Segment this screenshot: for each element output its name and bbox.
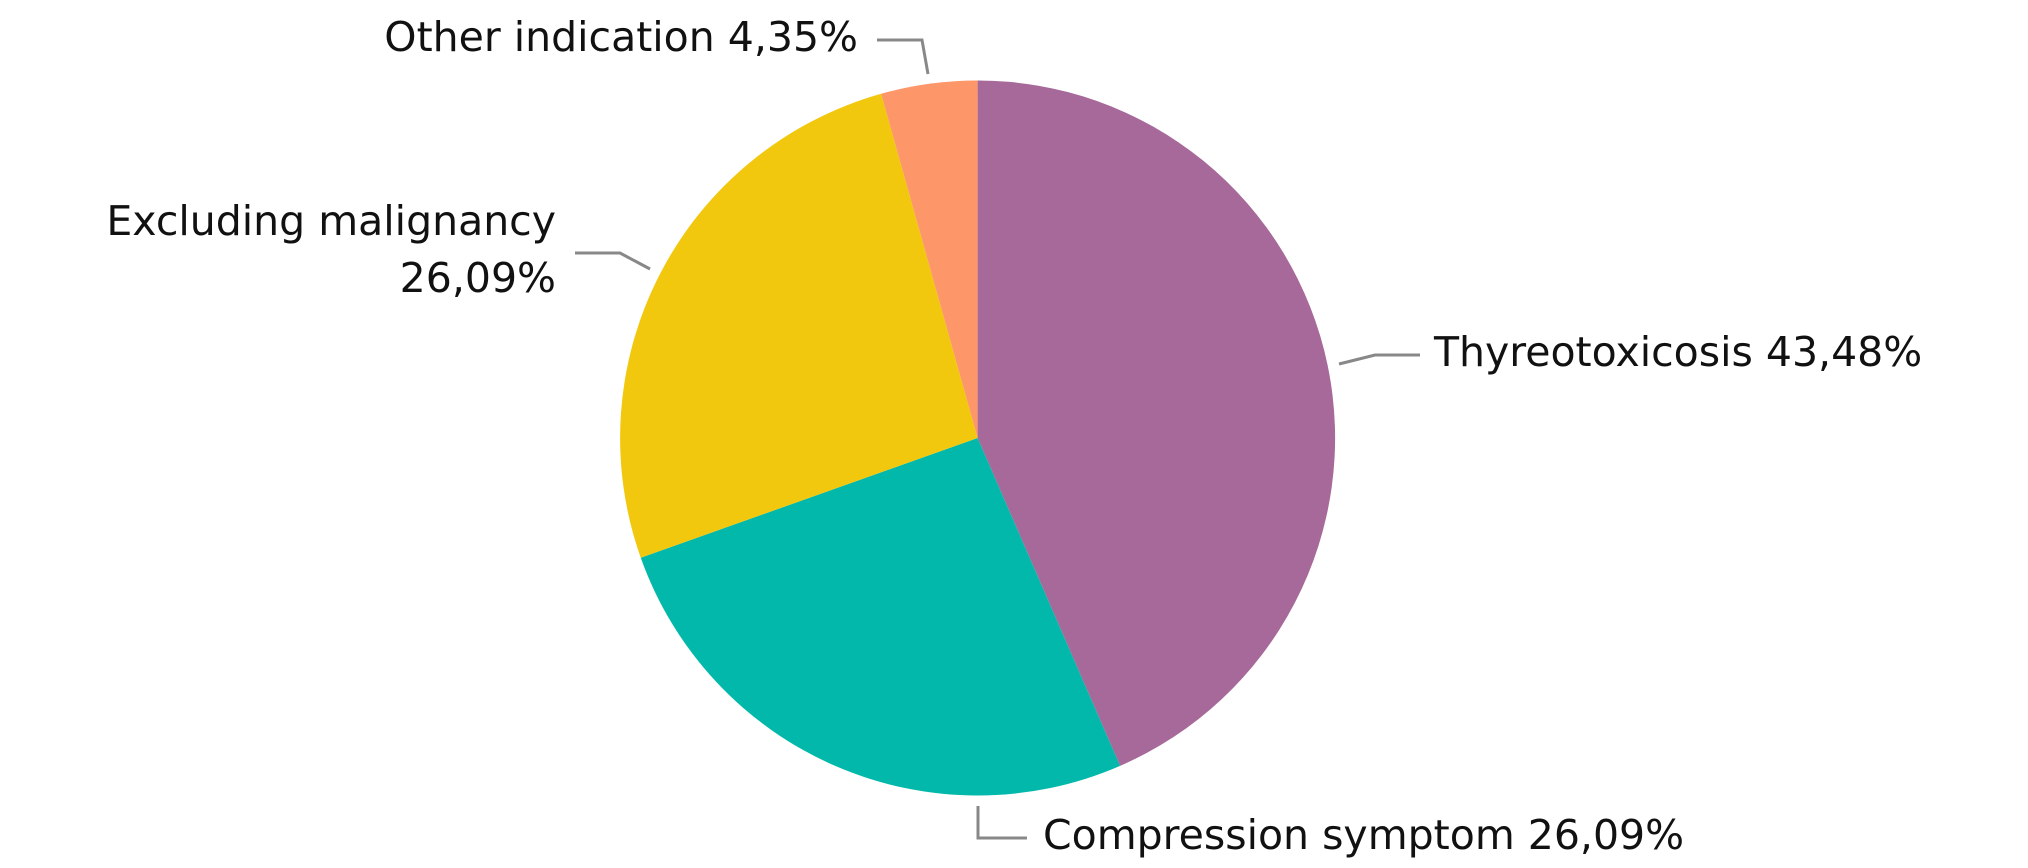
slice-label: Other indication	[384, 13, 714, 61]
slice-label-group: Thyreotoxicosis 43,48%	[1433, 328, 1922, 376]
leader-line	[1338, 353, 1420, 366]
pie-slice	[977, 80, 1336, 766]
pie-slice	[881, 80, 978, 438]
slice-label: Compression symptom	[1043, 811, 1515, 859]
pie-slice	[620, 93, 978, 558]
slice-label-group: Other indication 4,35%	[384, 13, 858, 61]
leader-line	[877, 38, 930, 75]
slice-label-group: Compression symptom 26,09%	[1043, 811, 1684, 859]
leader-line	[575, 251, 651, 271]
slice-value-label: 26,09%	[1528, 811, 1684, 859]
pie-slice	[640, 438, 1121, 796]
slice-value-label: 43,48%	[1766, 328, 1922, 376]
slice-value-label: 26,09%	[400, 254, 556, 302]
leader-line	[976, 806, 1027, 840]
slice-label: Excluding malignancy	[106, 197, 556, 245]
slice-value-label: 4,35%	[728, 13, 858, 61]
slice-label: Thyreotoxicosis	[1433, 328, 1753, 376]
